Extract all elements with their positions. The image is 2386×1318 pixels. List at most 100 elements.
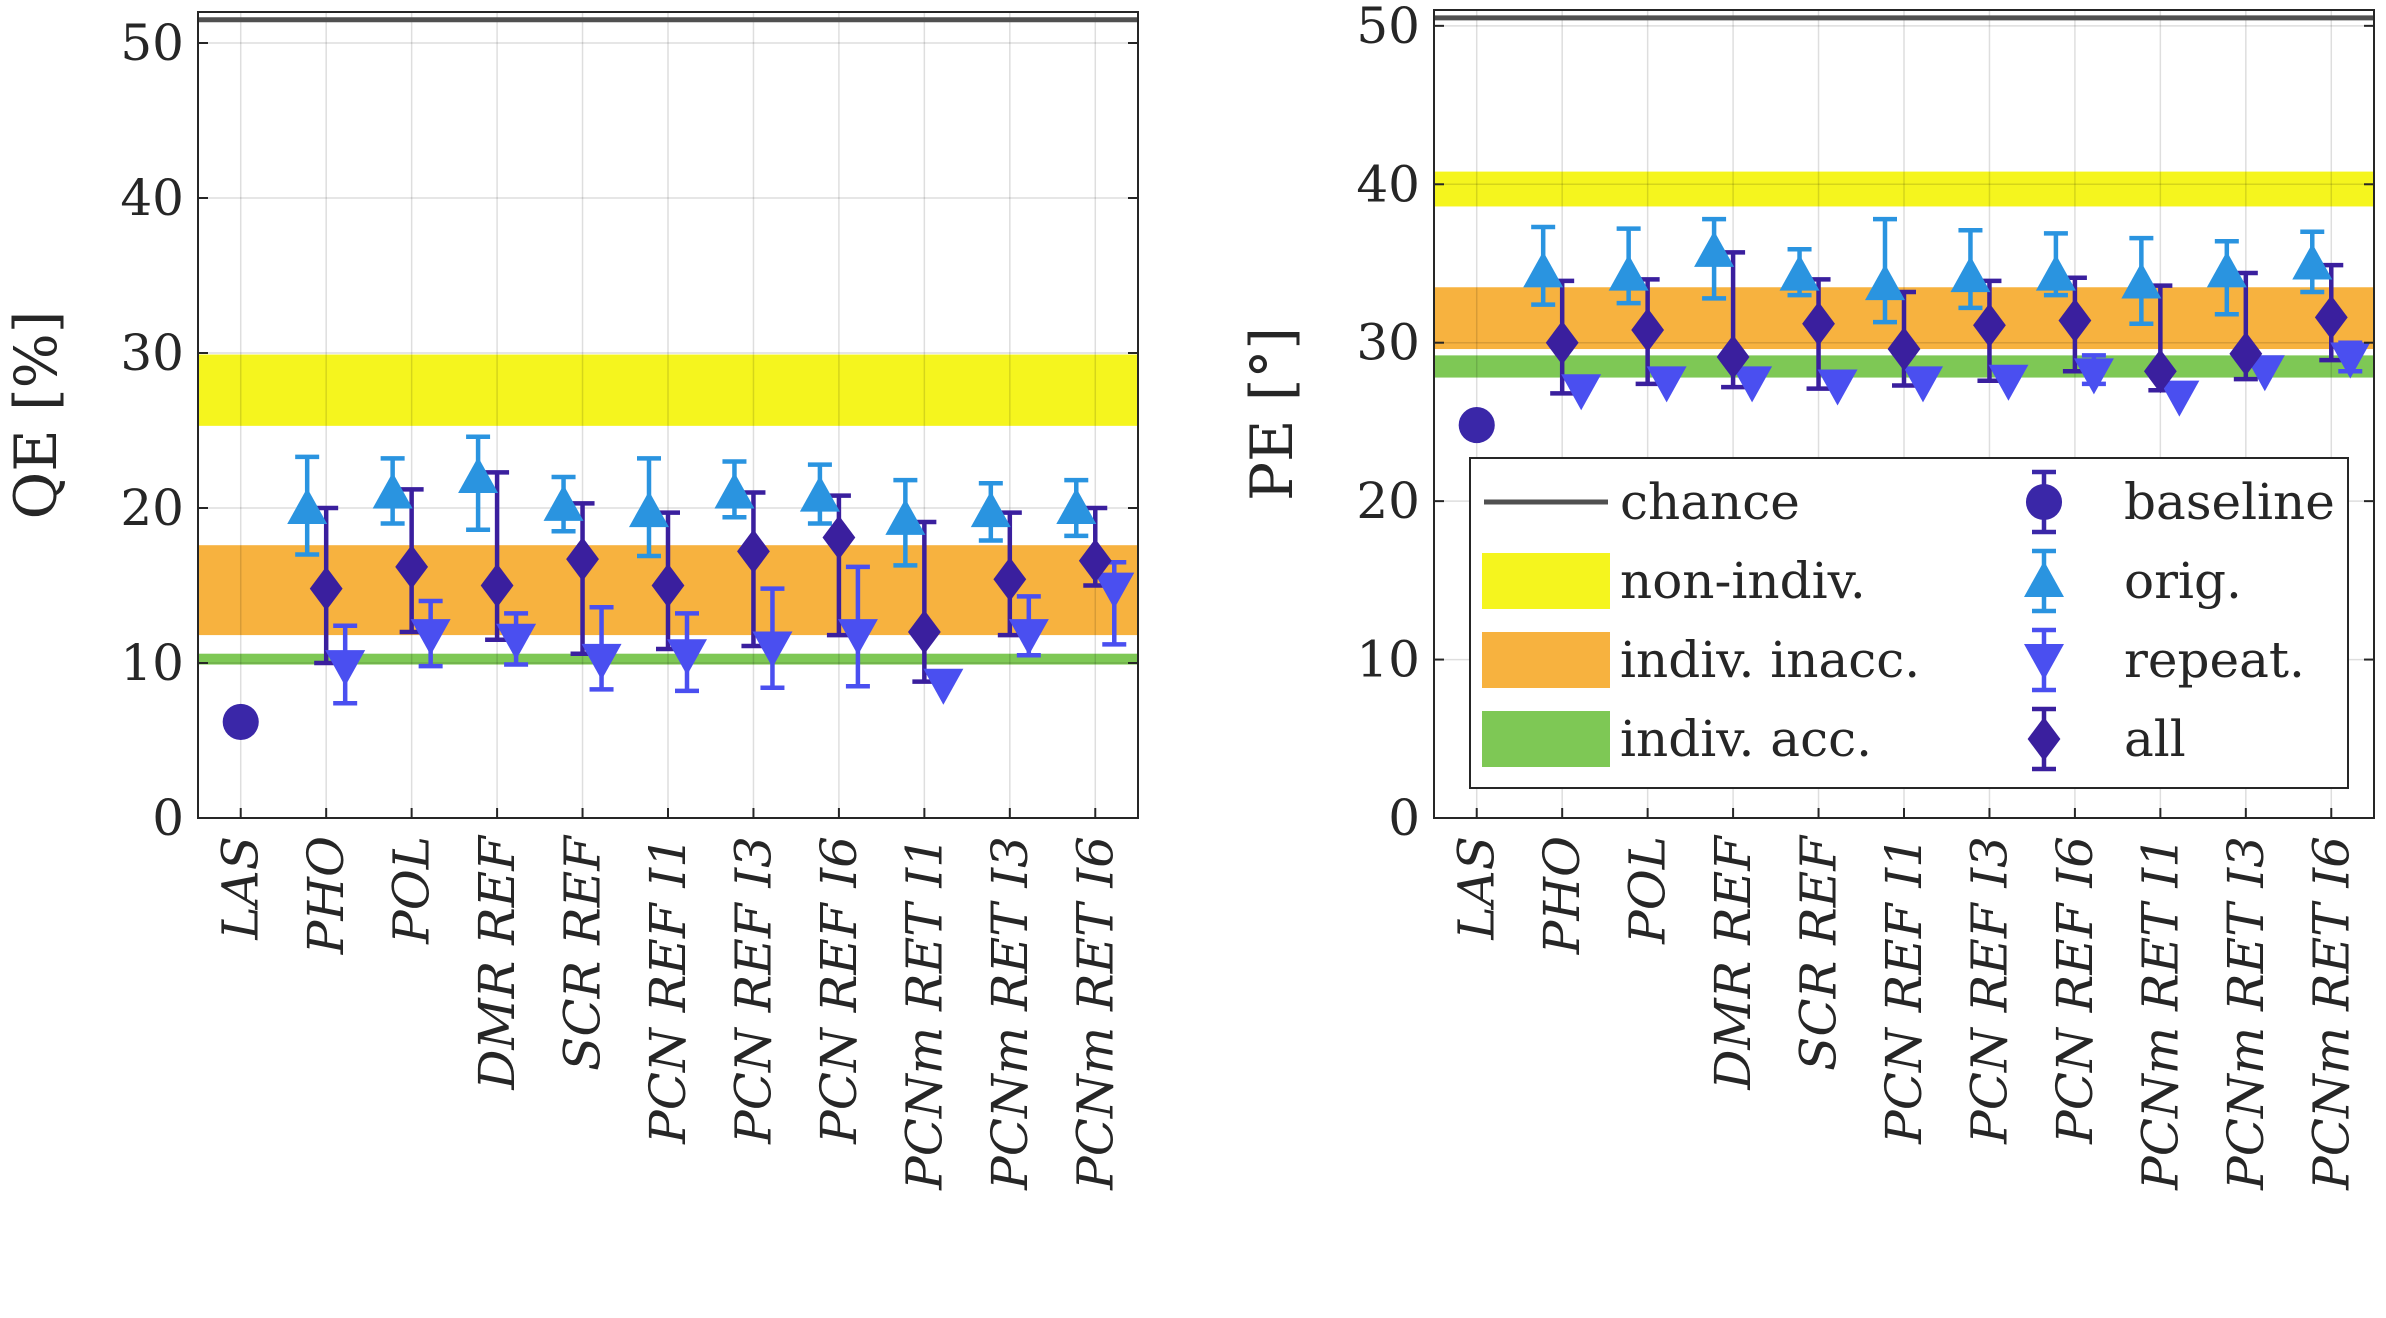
x-tick-label: PCN REF I3 — [724, 836, 782, 1145]
marker-orig — [1950, 256, 1991, 293]
x-tick-label: PCNm RET I6 — [2302, 836, 2360, 1191]
y-tick-label: 0 — [152, 789, 184, 847]
marker-all — [395, 544, 429, 589]
marker-all — [480, 563, 514, 608]
y-tick-label: 0 — [1388, 789, 1420, 847]
x-tick-label: PCNm RET I6 — [1066, 836, 1124, 1191]
marker-all — [2143, 349, 2177, 394]
x-tick-label: DMR REF — [1704, 834, 1762, 1091]
y-tick-label: 50 — [120, 14, 184, 72]
x-tick-label: LAS — [1448, 836, 1506, 941]
legend-label: baseline — [2124, 473, 2335, 531]
marker-all — [737, 529, 770, 574]
x-tick-label: PCN REF I3 — [1960, 836, 2018, 1145]
marker-orig — [458, 457, 499, 493]
x-tick-label: PCNm RET I3 — [981, 836, 1039, 1191]
marker-orig — [2035, 254, 2076, 291]
band-indiv-acc — [198, 653, 1138, 665]
y-axis-label: PE [°] — [1238, 327, 1306, 501]
marker-repeat — [496, 623, 537, 660]
legend-marker-baseline — [2025, 483, 2063, 521]
marker-all — [1545, 320, 1579, 365]
x-tick-label: PCN REF I1 — [639, 836, 697, 1145]
marker-all — [2058, 298, 2092, 343]
x-tick-label: PCNm RET I1 — [895, 836, 953, 1191]
marker-repeat — [2159, 380, 2200, 417]
band-non-indiv — [1434, 171, 2374, 207]
marker-orig — [2292, 243, 2333, 280]
legend-swatch-band — [1482, 632, 1610, 688]
x-tick-label: PCN REF I6 — [810, 836, 868, 1145]
legend-label: non-indiv. — [1620, 552, 1866, 610]
marker-all — [1973, 303, 2006, 348]
marker-orig — [287, 488, 328, 524]
marker-repeat — [837, 619, 878, 656]
marker-repeat — [2073, 358, 2114, 395]
y-tick-label: 30 — [120, 324, 184, 382]
marker-orig — [372, 472, 413, 509]
legend-label: orig. — [2124, 552, 2242, 610]
x-tick-label: LAS — [212, 836, 270, 941]
legend-label: indiv. acc. — [1620, 710, 1872, 768]
legend-label: repeat. — [2124, 631, 2305, 689]
marker-repeat — [2330, 342, 2371, 379]
y-tick-label: 40 — [120, 169, 184, 227]
legend-marker-all — [2027, 717, 2061, 761]
y-tick-label: 30 — [1356, 314, 1420, 372]
legend: chance non-indiv. indiv. inacc. indiv. acc.… — [1469, 457, 2349, 789]
marker-baseline — [1458, 407, 1495, 444]
marker-all — [566, 537, 599, 582]
y-tick-label: 50 — [1356, 0, 1420, 55]
legend-marker-repeat — [2024, 644, 2064, 680]
marker-repeat — [1094, 572, 1135, 609]
marker-repeat — [1903, 366, 1943, 403]
marker-repeat — [1817, 369, 1858, 406]
x-tick-label: POL — [1619, 836, 1677, 945]
marker-repeat — [581, 643, 622, 680]
y-tick-label: 10 — [1356, 631, 1420, 689]
legend-swatch-band — [1482, 711, 1610, 767]
marker-orig — [714, 472, 755, 509]
marker-repeat — [410, 619, 451, 656]
marker-repeat — [752, 631, 793, 668]
marker-orig — [1779, 254, 1820, 291]
marker-all — [2314, 295, 2348, 340]
marker-orig — [799, 475, 840, 512]
marker-baseline — [222, 703, 259, 740]
marker-orig — [1523, 251, 1564, 288]
marker-repeat — [667, 639, 707, 676]
marker-all — [651, 563, 685, 608]
legend-label: all — [2124, 710, 2186, 768]
band-non-indiv — [198, 354, 1138, 426]
legend-label-chance: chance — [1620, 473, 1800, 531]
legend-marker-orig — [2024, 561, 2064, 597]
marker-all — [993, 557, 1027, 602]
marker-orig — [885, 498, 926, 535]
marker-all — [822, 515, 856, 560]
marker-orig — [2206, 251, 2247, 288]
marker-repeat — [1561, 374, 1602, 411]
marker-all — [1078, 538, 1112, 583]
x-tick-label: SCR REF — [554, 834, 612, 1071]
marker-repeat — [1008, 619, 1049, 656]
legend-swatch-band — [1482, 553, 1610, 609]
legend-label: indiv. inacc. — [1620, 631, 1920, 689]
marker-orig — [1056, 488, 1097, 524]
x-tick-label: DMR REF — [468, 834, 526, 1091]
marker-orig — [629, 491, 669, 528]
legend-box — [1469, 457, 2349, 789]
marker-all — [2229, 331, 2263, 376]
marker-orig — [1608, 254, 1649, 291]
marker-all — [1887, 327, 1921, 372]
marker-orig — [2121, 262, 2162, 299]
panel-2: 0 10 20 30 40 50 LAS PHO POL DMR REF SCR REF PCN RE… — [1238, 0, 2375, 1191]
y-tick-label: 10 — [120, 634, 184, 692]
y-tick-label: 20 — [1356, 472, 1420, 530]
marker-all — [1716, 334, 1750, 379]
y-tick-label: 40 — [1356, 155, 1420, 213]
marker-orig — [543, 484, 584, 521]
marker-repeat — [923, 668, 964, 705]
x-tick-label: SCR REF — [1790, 834, 1848, 1071]
marker-repeat — [2244, 355, 2285, 392]
